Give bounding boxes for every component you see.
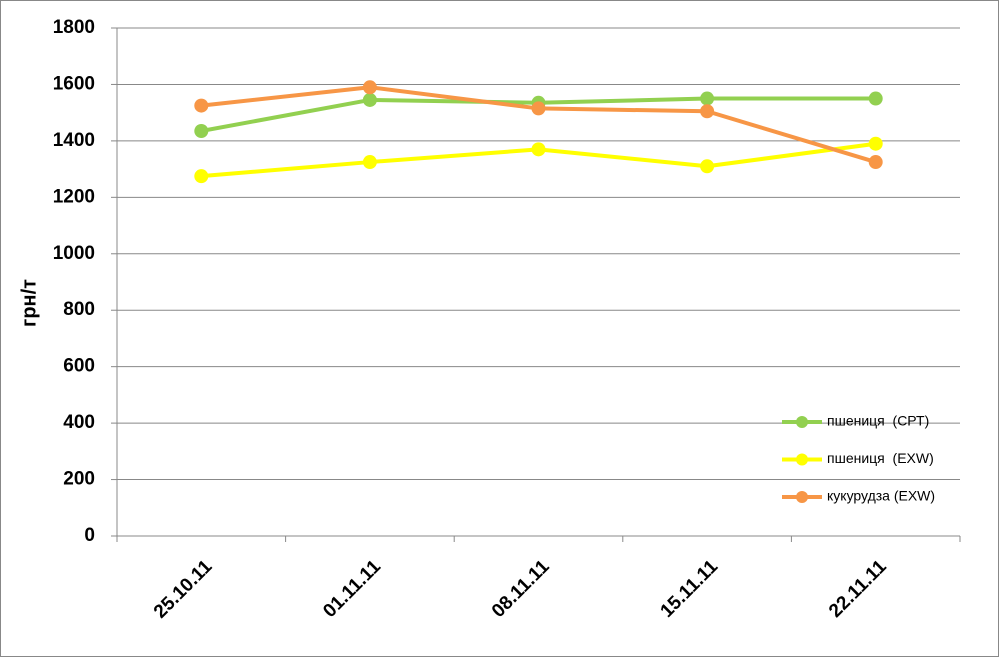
data-point [194, 98, 209, 113]
legend-swatch-marker [796, 491, 808, 503]
data-point [362, 80, 377, 95]
y-tick-label: 1400 [53, 130, 95, 151]
data-point [194, 169, 209, 184]
legend-swatch-marker [796, 416, 808, 428]
legend-swatch-marker [796, 453, 808, 466]
data-point [868, 91, 883, 106]
data-point [362, 155, 377, 170]
y-tick-label: 1000 [53, 243, 95, 264]
data-point [700, 91, 715, 106]
y-tick-label: 1800 [53, 17, 95, 38]
y-tick-label: 800 [63, 299, 95, 320]
legend-label: кукурудза (EXW) [827, 488, 935, 504]
y-tick-label: 1200 [53, 186, 95, 207]
data-point [868, 155, 883, 170]
legend-label: пшениця (EXW) [827, 450, 934, 466]
y-tick-label: 200 [63, 469, 95, 490]
data-point [194, 124, 209, 139]
data-point [868, 136, 883, 151]
data-point [700, 104, 715, 119]
y-axis-label: грн/т [18, 279, 40, 327]
y-tick-label: 1600 [53, 73, 95, 94]
data-point [531, 142, 546, 157]
data-point [700, 159, 715, 174]
y-tick-label: 600 [63, 356, 95, 377]
data-point [362, 92, 377, 107]
y-tick-label: 400 [63, 412, 95, 433]
y-tick-label: 0 [84, 525, 95, 546]
legend-label: пшениця (СРТ) [827, 413, 929, 429]
data-point [531, 101, 546, 116]
